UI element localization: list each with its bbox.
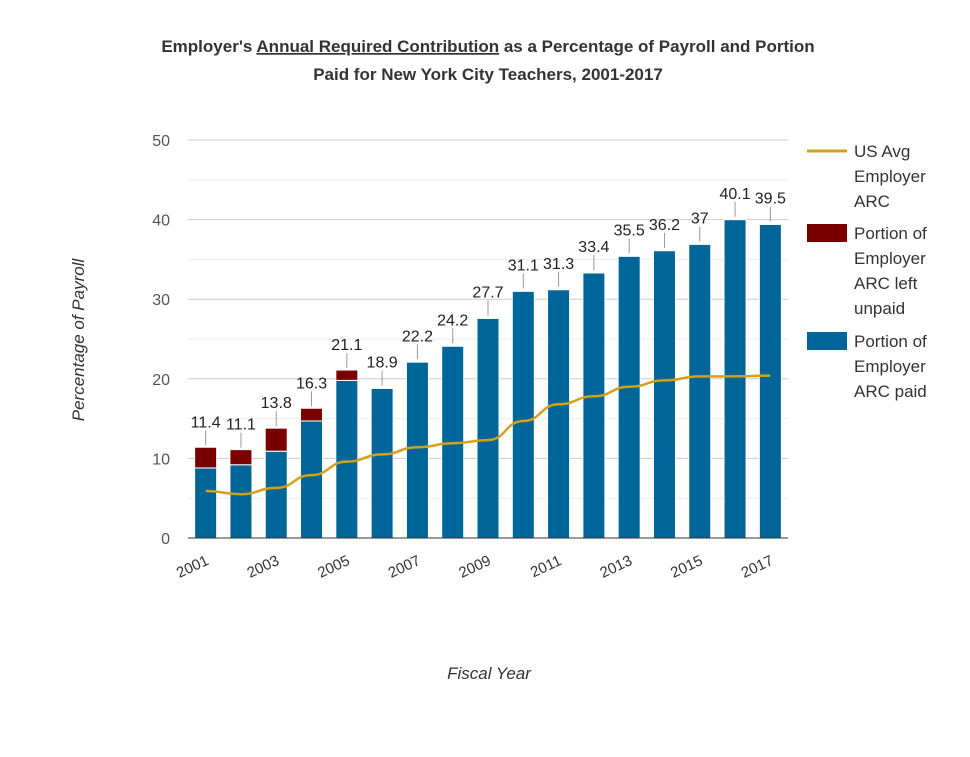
data-label: 37: [691, 210, 709, 227]
y-tick-label: 30: [152, 292, 170, 309]
x-tick-label: 2015: [668, 552, 705, 582]
legend-label: Employer: [854, 357, 926, 376]
legend-label: ARC paid: [854, 382, 927, 401]
y-tick-label: 40: [152, 213, 170, 230]
bar-unpaid[interactable]: [582, 271, 606, 274]
data-label: 21.1: [331, 337, 362, 354]
legend-label: Portion of: [854, 332, 927, 351]
data-label: 11.1: [226, 417, 256, 434]
bar-unpaid[interactable]: [511, 289, 535, 292]
bar-unpaid[interactable]: [688, 242, 712, 245]
legend-label: US Avg: [854, 142, 910, 161]
legend-label: unpaid: [854, 299, 905, 318]
bar-unpaid[interactable]: [652, 249, 676, 252]
bar-paid[interactable]: [652, 250, 676, 539]
bar-paid[interactable]: [405, 361, 429, 539]
data-label: 24.2: [437, 312, 468, 329]
bar-paid[interactable]: [758, 223, 782, 539]
chart-title: Employer's Annual Required Contribution …: [161, 37, 814, 84]
y-axis-title: Percentage of Payroll: [69, 258, 88, 422]
bar-paid[interactable]: [511, 290, 535, 539]
bar-paid[interactable]: [547, 289, 571, 539]
bar-unpaid[interactable]: [441, 344, 465, 347]
y-tick-label: 0: [161, 531, 170, 548]
bar-unpaid[interactable]: [476, 317, 500, 319]
us-avg-line[interactable]: [205, 374, 771, 496]
bar-unpaid[interactable]: [335, 369, 359, 381]
y-tick-label: 10: [152, 451, 170, 468]
x-tick-label: 2007: [386, 552, 423, 582]
x-axis: 2001 2003 2005 2007 2009 2011 2013 2015 2017: [174, 537, 788, 582]
data-label: 40.1: [719, 186, 750, 203]
data-labels: 11.4 11.1 13.816.3 21.1 18.922.224.227.7 31.1…: [191, 186, 786, 448]
bar-paid[interactable]: [229, 464, 253, 539]
bar-unpaid[interactable]: [194, 446, 218, 469]
bars: [194, 218, 782, 539]
legend-label: Employer: [854, 167, 926, 186]
legend-label: Employer: [854, 249, 926, 268]
legend-item-line[interactable]: US Avg Employer ARC: [807, 142, 926, 211]
bar-unpaid[interactable]: [723, 218, 747, 221]
legend-item-paid[interactable]: Portion of Employer ARC paid: [807, 332, 927, 401]
x-tick-label: 2003: [244, 552, 281, 582]
data-label: 11.4: [191, 414, 221, 431]
bar-paid[interactable]: [688, 243, 712, 539]
data-label: 36.2: [649, 217, 680, 234]
y-tick-label: 20: [152, 372, 170, 389]
data-label: 27.7: [472, 285, 503, 302]
data-label: 35.5: [614, 222, 645, 239]
legend: US Avg Employer ARC Portion of Employer ARC l…: [807, 142, 927, 401]
legend-item-unpaid[interactable]: Portion of Employer ARC left unpaid: [807, 224, 927, 318]
data-label: 13.8: [261, 395, 292, 412]
x-tick-label: 2011: [528, 552, 564, 581]
data-label: 22.2: [402, 328, 433, 345]
bar-paid[interactable]: [617, 255, 641, 539]
bar-unpaid[interactable]: [617, 254, 641, 257]
y-axis: 0 10 20 30 40 50: [152, 133, 170, 548]
data-label: 18.9: [367, 355, 398, 372]
y-tick-label: 50: [152, 133, 170, 150]
legend-swatch: [807, 332, 847, 350]
bar-unpaid[interactable]: [405, 360, 429, 363]
x-axis-title: Fiscal Year: [447, 664, 532, 683]
bar-paid[interactable]: [335, 379, 359, 539]
chart-title-line2: Paid for New York City Teachers, 2001-20…: [313, 65, 663, 84]
data-label: 31.1: [508, 257, 539, 274]
bar-unpaid[interactable]: [264, 427, 288, 452]
legend-label: ARC left: [854, 274, 918, 293]
x-tick-label: 2017: [739, 552, 776, 582]
bar-paid[interactable]: [476, 317, 500, 539]
bar-paid[interactable]: [194, 467, 218, 539]
bar-unpaid[interactable]: [300, 407, 324, 422]
legend-label: ARC: [854, 192, 890, 211]
bar-paid[interactable]: [370, 387, 394, 539]
data-label: 39.5: [755, 191, 786, 208]
bar-unpaid[interactable]: [547, 288, 571, 291]
bar-paid[interactable]: [264, 450, 288, 539]
x-tick-label: 2009: [456, 552, 493, 582]
bar-paid[interactable]: [582, 272, 606, 539]
x-tick-label: 2013: [597, 552, 634, 582]
bar-paid[interactable]: [300, 420, 324, 539]
arc-glossary-link[interactable]: Annual Required Contribution: [256, 37, 499, 56]
bar-unpaid[interactable]: [758, 223, 782, 225]
bar-unpaid[interactable]: [229, 449, 253, 466]
data-label: 16.3: [296, 375, 327, 392]
data-label: 33.4: [578, 239, 609, 256]
chart-title-line1: Employer's Annual Required Contribution …: [161, 37, 814, 56]
data-label: 31.3: [543, 256, 574, 273]
x-tick-label: 2005: [315, 552, 352, 582]
bar-paid[interactable]: [723, 219, 747, 539]
legend-swatch: [807, 224, 847, 242]
x-tick-label: 2001: [174, 552, 211, 582]
bar-unpaid[interactable]: [370, 387, 394, 389]
us-avg-line-series: [205, 374, 771, 496]
legend-label: Portion of: [854, 224, 927, 243]
